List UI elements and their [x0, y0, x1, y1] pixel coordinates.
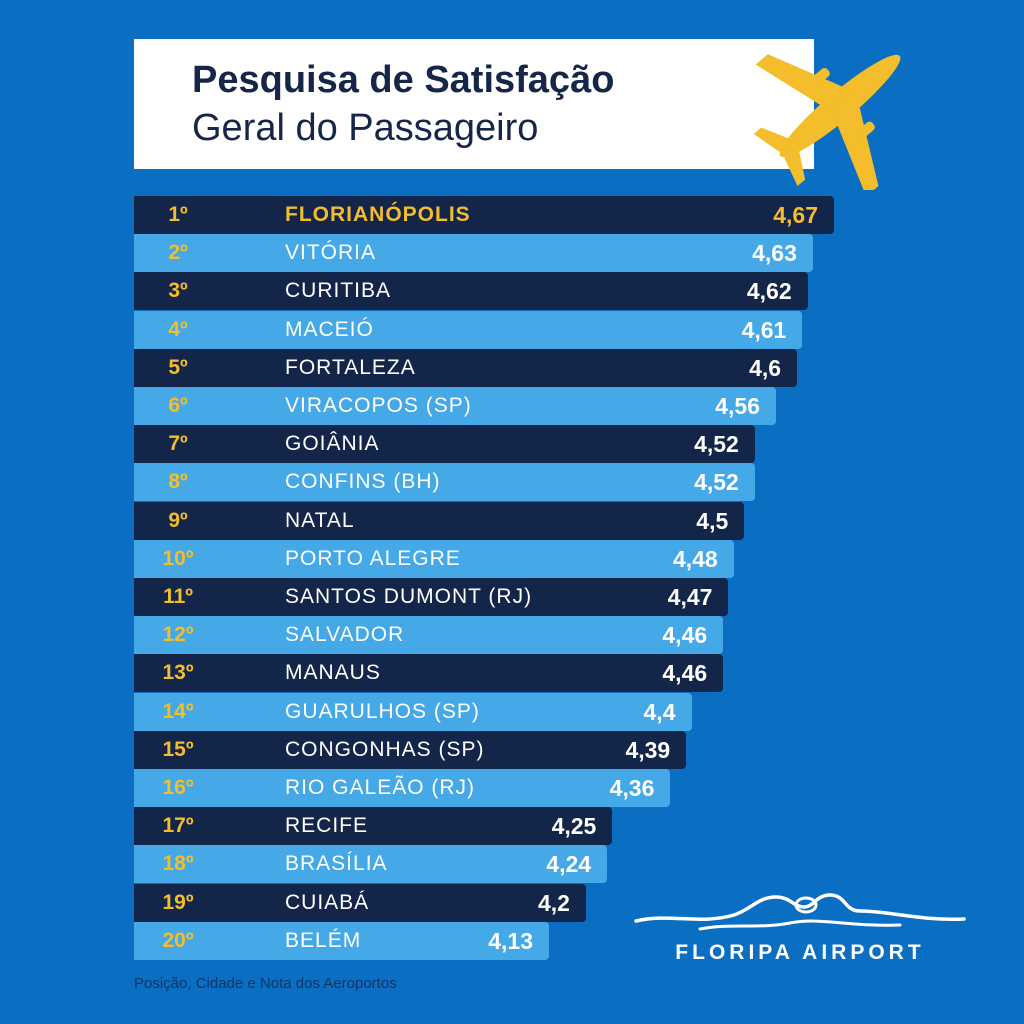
chart-subtitle: Geral do Passageiro: [192, 107, 539, 149]
bar-row: 18º BRASÍLIA 4,24: [134, 845, 608, 884]
city-label: GUARULHOS (SP): [285, 699, 480, 723]
title-box: Pesquisa de Satisfação Geral do Passagei…: [134, 39, 814, 169]
score-label: 4,47: [667, 584, 713, 610]
score-label: 4,25: [551, 813, 597, 840]
score-label: 4,24: [546, 851, 592, 878]
bar-row: 9º NATAL 4,5: [134, 501, 745, 540]
score-label: 4,61: [741, 316, 787, 343]
rank-label: 19º: [162, 890, 194, 914]
score-label: 4,13: [488, 927, 533, 954]
bar-row: 16º RIO GALEÃO (RJ) 4,36: [134, 769, 671, 807]
bar-row: 4º MACEIÓ 4,61: [134, 310, 803, 349]
city-label: FORTALEZA: [285, 355, 416, 379]
score-label: 4,5: [696, 507, 729, 534]
rank-label: 14º: [162, 699, 194, 723]
score-label: 4,56: [715, 393, 760, 419]
score-label: 4,39: [625, 736, 671, 763]
rank-label: 9º: [168, 508, 188, 532]
score-label: 4,2: [537, 889, 570, 916]
bar-row: 2º VITÓRIA 4,63: [134, 234, 813, 273]
city-label: NATAL: [285, 508, 355, 532]
city-label: PORTO ALEGRE: [285, 546, 461, 570]
rank-label: 11º: [163, 585, 193, 608]
rank-label: 3º: [168, 279, 188, 303]
rank-label: 4º: [168, 317, 188, 341]
rank-label: 7º: [168, 432, 188, 456]
rank-label: 16º: [162, 776, 194, 799]
bar-row: 11º SANTOS DUMONT (RJ) 4,47: [134, 578, 729, 616]
rank-label: 13º: [162, 661, 194, 685]
bar-row: 3º CURITIBA 4,62: [134, 272, 808, 311]
city-label: BRASÍLIA: [285, 852, 388, 876]
city-label: VITÓRIA: [285, 241, 377, 265]
rank-label: 17º: [162, 814, 194, 838]
score-label: 4,52: [694, 431, 739, 458]
city-label: CONGONHAS (SP): [285, 737, 485, 761]
chart-title: Pesquisa de Satisfação: [192, 59, 615, 101]
rank-label: 15º: [162, 737, 194, 761]
score-label: 4,46: [662, 660, 708, 687]
bar-row: 8º CONFINS (BH) 4,52: [134, 463, 755, 502]
city-label: RIO GALEÃO (RJ): [285, 776, 476, 799]
score-label: 4,6: [749, 354, 782, 381]
city-label: RECIFE: [285, 814, 369, 838]
brand-name: FLORIPA AIRPORT: [675, 941, 925, 964]
rank-label: 18º: [162, 852, 194, 876]
rank-label: 5º: [168, 355, 188, 379]
city-label: VIRACOPOS (SP): [285, 394, 472, 417]
rank-label: 8º: [168, 470, 188, 494]
rank-label: 12º: [162, 623, 194, 647]
city-label: MACEIÓ: [285, 317, 374, 341]
score-label: 4,67: [773, 202, 818, 228]
score-label: 4,52: [694, 469, 739, 496]
bar-row: 10º PORTO ALEGRE 4,48: [134, 539, 734, 578]
floripa-logo-icon: [634, 893, 966, 931]
city-label: GOIÂNIA: [285, 432, 380, 456]
city-label: CONFINS (BH): [285, 470, 441, 494]
bar-row: 17º RECIFE 4,25: [134, 807, 613, 846]
floripa-logo: FLORIPA AIRPORT: [630, 885, 970, 975]
rank-label: 20º: [162, 928, 194, 952]
city-label: SANTOS DUMONT (RJ): [285, 585, 533, 608]
city-label: SALVADOR: [285, 623, 405, 647]
rank-label: 6º: [168, 394, 188, 417]
bar-row: 12º SALVADOR 4,46: [134, 616, 724, 655]
rank-label: 10º: [162, 546, 194, 570]
city-label: CURITIBA: [285, 279, 392, 303]
score-label: 4,48: [672, 545, 718, 572]
footnote: Posição, Cidade e Nota dos Aeroportos: [134, 975, 397, 992]
score-label: 4,62: [746, 278, 792, 305]
bar-row: 6º VIRACOPOS (SP) 4,56: [134, 387, 776, 425]
bar-row: 1º FLORIANÓPOLIS 4,67: [134, 196, 834, 234]
city-label: BELÉM: [285, 928, 362, 952]
bar-row: 14º GUARULHOS (SP) 4,4: [134, 692, 692, 731]
bar-row: 13º MANAUS 4,46: [134, 654, 724, 693]
bar-row: 7º GOIÂNIA 4,52: [134, 425, 755, 464]
rank-label: 2º: [168, 241, 188, 265]
city-label: FLORIANÓPOLIS: [285, 203, 471, 226]
city-label: MANAUS: [285, 661, 381, 685]
bar-row: 5º FORTALEZA 4,6: [134, 348, 798, 387]
bar-row: 19º CUIABÁ 4,2: [134, 883, 586, 922]
rank-label: 1º: [168, 203, 188, 226]
score-label: 4,36: [609, 775, 655, 801]
score-label: 4,4: [643, 698, 676, 725]
bar-row: 20º BELÉM 4,13: [134, 921, 549, 960]
score-label: 4,63: [752, 240, 797, 267]
score-label: 4,46: [662, 622, 708, 649]
plane-icon: [753, 54, 901, 190]
bar-row: 15º CONGONHAS (SP) 4,39: [134, 730, 687, 769]
city-label: CUIABÁ: [285, 890, 370, 914]
